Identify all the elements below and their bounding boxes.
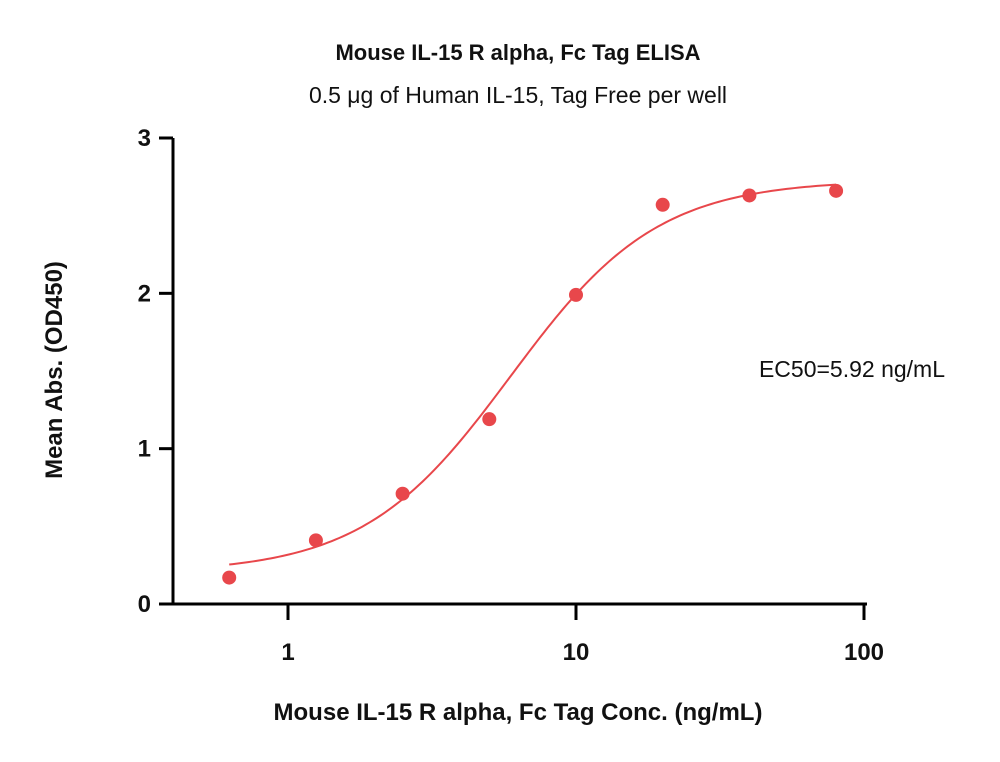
x-tick-label: 1 [281,639,294,666]
data-point [308,533,323,548]
y-ticks: 0 1 2 3 [138,125,173,618]
x-tick-label: 100 [844,639,884,666]
data-points [222,183,844,585]
data-point [222,570,237,585]
y-tick-label: 0 [138,591,151,618]
ec50-annotation: EC50=5.92 ng/mL [759,356,945,382]
x-axis: 1 10 100 [173,602,884,666]
data-point [395,486,410,501]
chart-subtitle: 0.5 μg of Human IL-15, Tag Free per well [309,82,727,108]
data-point [742,188,757,203]
chart-title: Mouse IL-15 R alpha, Fc Tag ELISA [335,40,700,65]
y-axis-title: Mean Abs. (OD450) [41,261,68,479]
y-tick-label: 2 [138,280,151,307]
x-ticks: 1 10 100 [281,604,884,666]
data-point [569,287,583,302]
x-tick-label: 10 [563,639,590,666]
data-point [482,412,497,427]
data-point [655,197,670,212]
y-axis: 0 1 2 3 [138,125,175,618]
fit-curve [229,183,837,566]
y-tick-label: 1 [138,436,151,463]
y-tick-label: 3 [138,125,151,152]
x-axis-title: Mouse IL-15 R alpha, Fc Tag Conc. (ng/mL… [274,699,763,726]
data-point [829,183,844,198]
